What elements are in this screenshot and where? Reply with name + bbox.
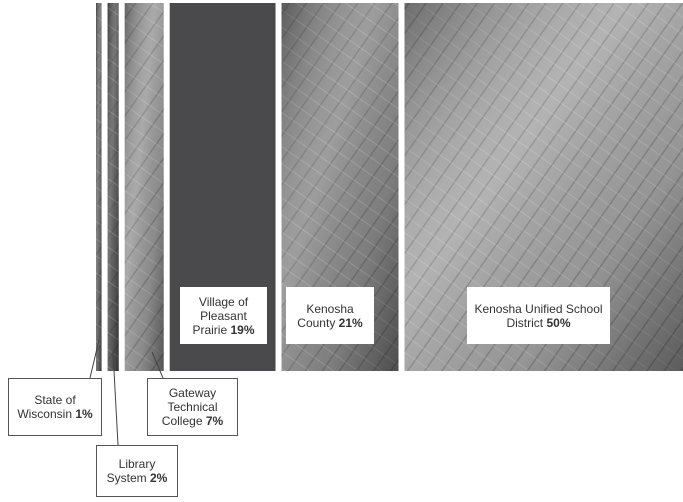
- leader-line: [89, 339, 100, 379]
- value-label: 19%: [230, 322, 255, 337]
- label-text: Gateway Technical College 7%: [152, 386, 233, 428]
- value-label: 7%: [205, 414, 224, 428]
- category-name: Library System: [106, 457, 156, 485]
- segment-label: Gateway Technical College 7%: [147, 378, 238, 436]
- category-name: Kenosha Unified School District: [474, 301, 603, 330]
- leader-line: [151, 351, 164, 379]
- label-text: Kenosha County 21%: [290, 302, 370, 330]
- label-text: Kenosha Unified School District 50%: [471, 302, 606, 330]
- label-text: Village of Pleasant Prairie 19%: [184, 295, 263, 337]
- texture-shade: [107, 3, 119, 371]
- leader-line: [112, 351, 119, 446]
- segment-label: Village of Pleasant Prairie 19%: [180, 287, 267, 344]
- value-label: 1%: [75, 407, 93, 421]
- category-name: Gateway Technical College: [161, 386, 218, 428]
- category-name: Kenosha County: [297, 301, 354, 330]
- value-label: 21%: [338, 315, 363, 330]
- label-text: State of Wisconsin 1%: [13, 393, 97, 421]
- value-label: 50%: [546, 315, 571, 330]
- category-name: State of Wisconsin: [17, 393, 76, 421]
- texture-shade: [124, 3, 164, 371]
- value-label: 2%: [150, 471, 168, 485]
- category-name: Village of Pleasant Prairie: [192, 294, 249, 337]
- segment-label: State of Wisconsin 1%: [8, 378, 102, 436]
- segment-label: Library System 2%: [96, 445, 178, 497]
- segment-label: Kenosha County 21%: [286, 287, 374, 344]
- segment-label: Kenosha Unified School District 50%: [467, 287, 610, 344]
- texture-shade: [96, 3, 102, 371]
- label-text: Library System 2%: [101, 457, 173, 485]
